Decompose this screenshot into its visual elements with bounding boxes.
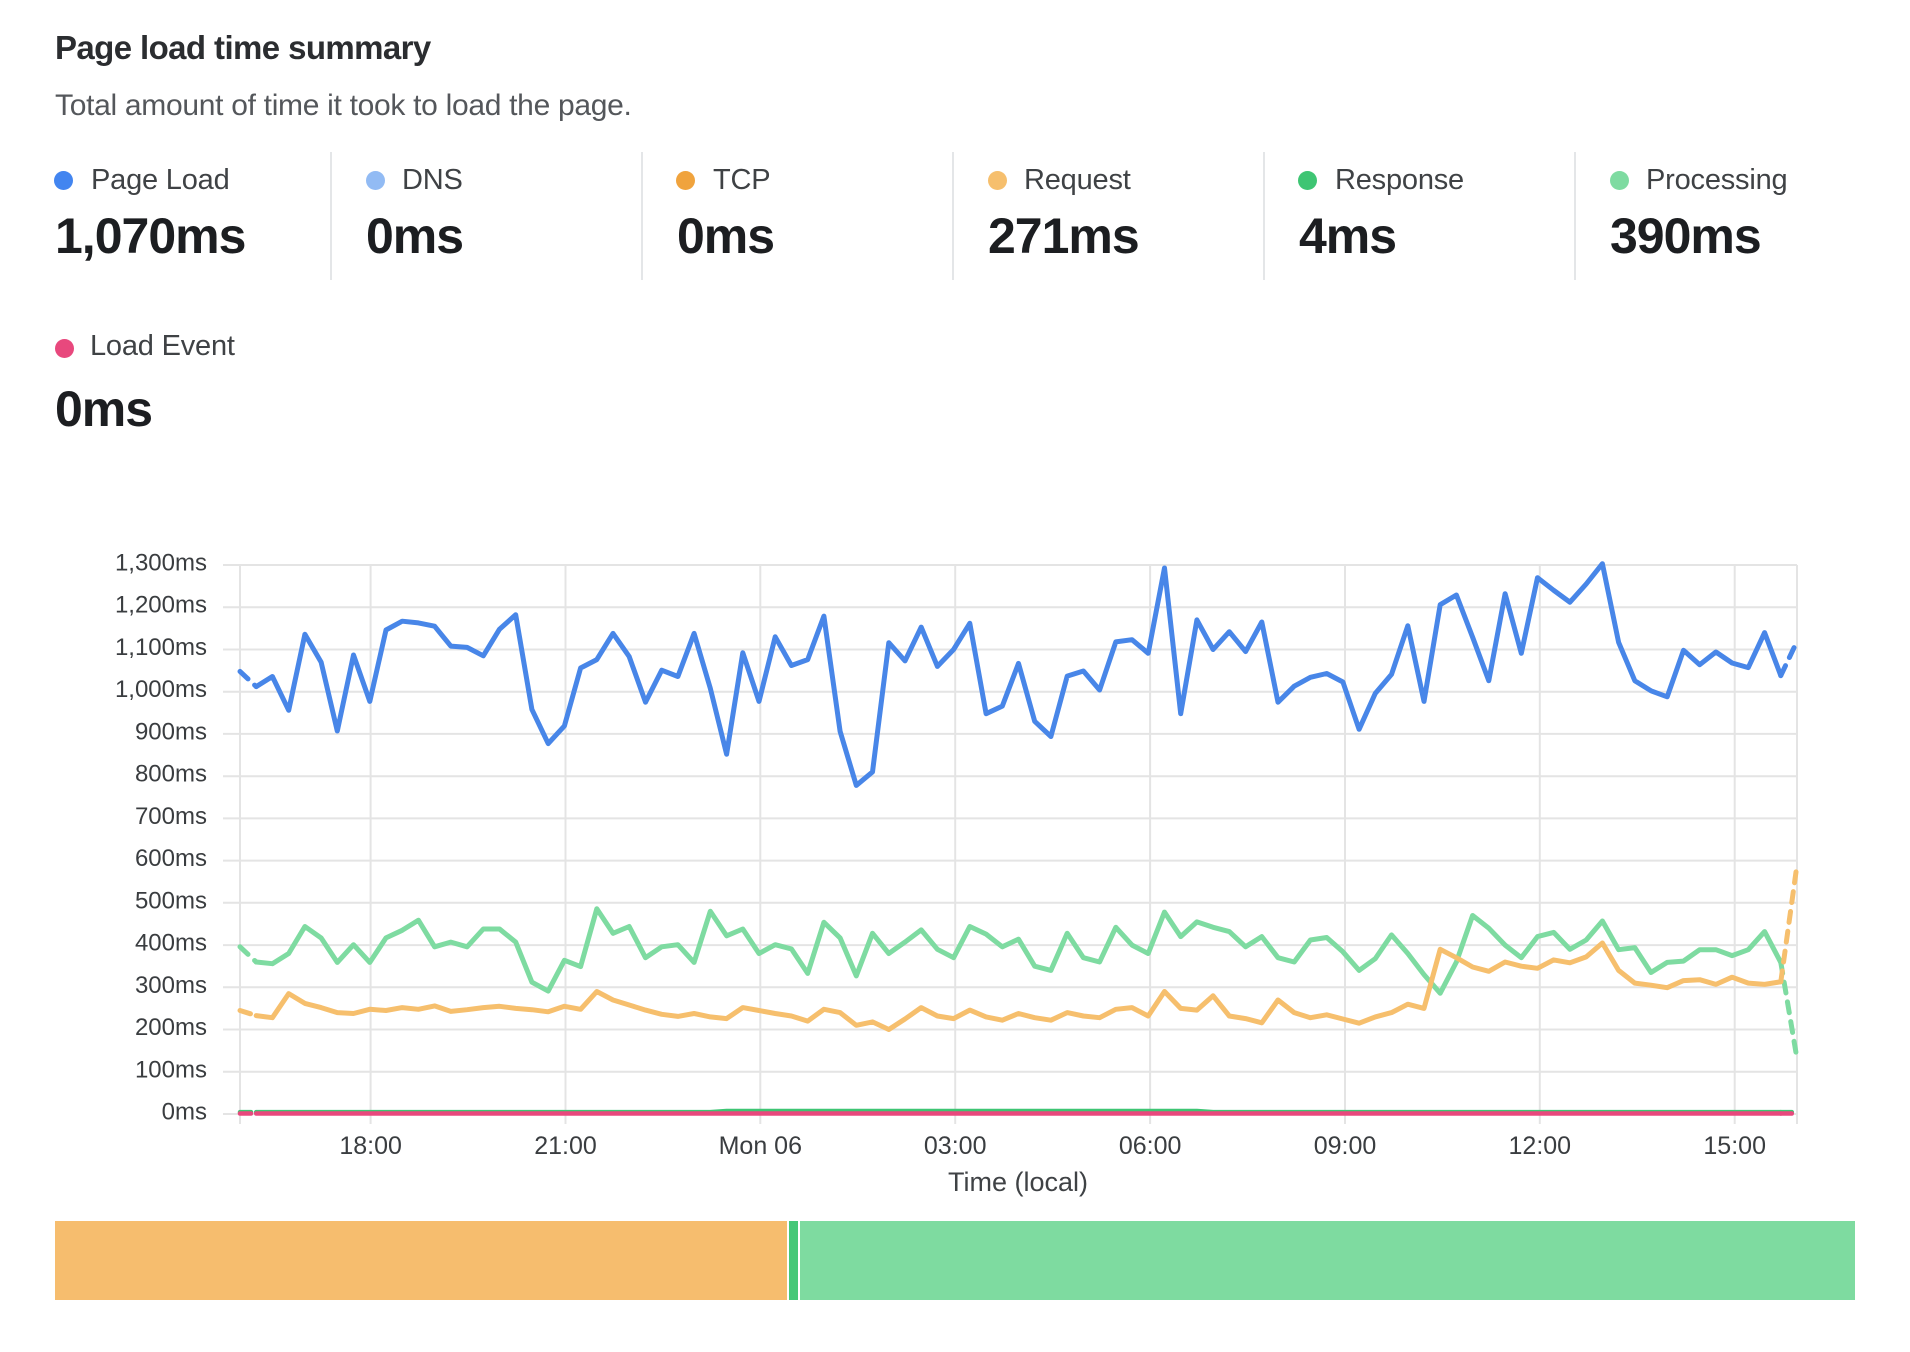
svg-text:100ms: 100ms xyxy=(135,1056,207,1083)
svg-text:300ms: 300ms xyxy=(135,972,207,999)
svg-text:03:00: 03:00 xyxy=(924,1132,987,1160)
svg-text:1,100ms: 1,100ms xyxy=(115,634,207,661)
svg-text:1,000ms: 1,000ms xyxy=(115,676,207,703)
svg-text:06:00: 06:00 xyxy=(1119,1132,1182,1160)
svg-text:0ms: 0ms xyxy=(162,1099,207,1126)
svg-text:700ms: 700ms xyxy=(135,803,207,830)
svg-text:Time (local): Time (local) xyxy=(948,1167,1088,1197)
svg-text:400ms: 400ms xyxy=(135,930,207,957)
svg-text:1,200ms: 1,200ms xyxy=(115,592,207,619)
svg-text:800ms: 800ms xyxy=(135,761,207,788)
svg-text:1,300ms: 1,300ms xyxy=(115,550,207,577)
svg-text:900ms: 900ms xyxy=(135,718,207,745)
svg-text:21:00: 21:00 xyxy=(534,1132,597,1160)
svg-text:Mon 06: Mon 06 xyxy=(719,1132,802,1160)
svg-text:12:00: 12:00 xyxy=(1509,1132,1572,1160)
svg-text:500ms: 500ms xyxy=(135,887,207,914)
svg-text:200ms: 200ms xyxy=(135,1014,207,1041)
svg-text:09:00: 09:00 xyxy=(1314,1132,1377,1160)
svg-text:15:00: 15:00 xyxy=(1703,1132,1766,1160)
svg-text:600ms: 600ms xyxy=(135,845,207,872)
svg-text:18:00: 18:00 xyxy=(339,1132,402,1160)
